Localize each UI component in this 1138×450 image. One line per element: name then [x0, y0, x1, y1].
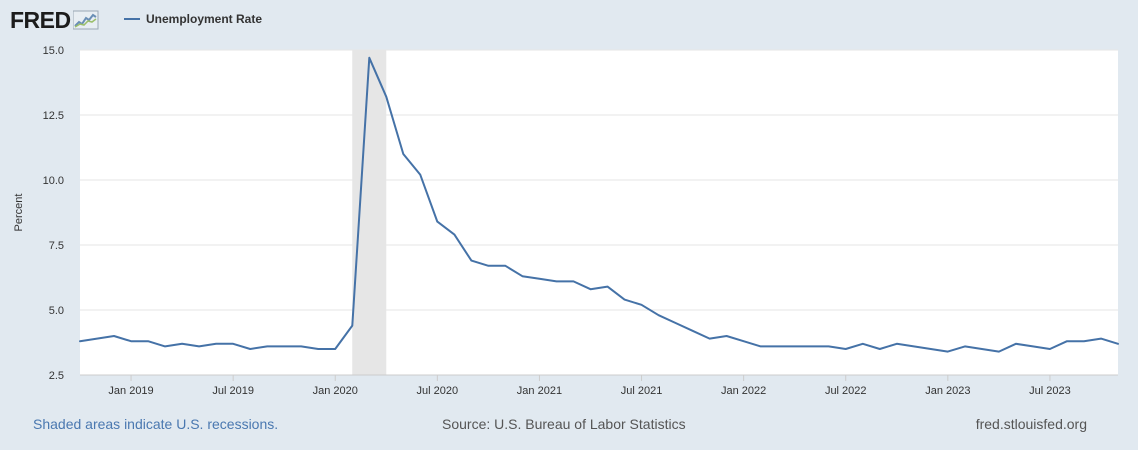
data-point[interactable]: [400, 151, 406, 157]
recession-band: [352, 50, 387, 375]
data-point[interactable]: [1064, 338, 1070, 344]
data-point[interactable]: [145, 338, 151, 344]
data-point[interactable]: [451, 232, 457, 238]
data-point[interactable]: [553, 278, 559, 284]
data-point[interactable]: [843, 346, 849, 352]
data-point[interactable]: [230, 341, 236, 347]
data-point[interactable]: [213, 341, 219, 347]
data-point[interactable]: [196, 343, 202, 349]
y-axis-label: Percent: [13, 194, 25, 232]
data-point[interactable]: [792, 343, 798, 349]
data-point[interactable]: [111, 333, 117, 339]
y-tick-label: 12.5: [43, 110, 64, 122]
chart-area[interactable]: Jan 2019 Jul 2019 Jan 2020 Jul 2020 Jan 2021…: [0, 40, 1138, 410]
plot-background: [80, 50, 1118, 375]
data-point[interactable]: [519, 273, 525, 279]
data-point[interactable]: [1047, 346, 1053, 352]
chart-footer: Shaded areas indicate U.S. recessions. S…: [0, 416, 1138, 436]
data-point[interactable]: [281, 343, 287, 349]
data-point[interactable]: [656, 312, 662, 318]
data-point[interactable]: [673, 320, 679, 326]
x-tick-label: Jan 2020: [313, 385, 358, 397]
legend[interactable]: Unemployment Rate: [124, 12, 262, 26]
data-point[interactable]: [1030, 343, 1036, 349]
data-point[interactable]: [724, 333, 730, 339]
data-point[interactable]: [911, 343, 917, 349]
data-point[interactable]: [587, 286, 593, 292]
x-tick-label: Jan 2022: [721, 385, 766, 397]
x-tick-label: Jul 2019: [212, 385, 254, 397]
data-point[interactable]: [826, 343, 832, 349]
data-point[interactable]: [1081, 338, 1087, 344]
data-point[interactable]: [383, 94, 389, 100]
data-point[interactable]: [179, 341, 185, 347]
data-point[interactable]: [758, 343, 764, 349]
legend-swatch: [124, 18, 140, 20]
data-point[interactable]: [1115, 341, 1121, 347]
y-tick-label: 5.0: [49, 305, 64, 317]
source-credit: Source: U.S. Bureau of Labor Statistics: [442, 416, 686, 432]
data-point[interactable]: [928, 346, 934, 352]
x-tick-label: Jan 2019: [108, 385, 153, 397]
data-point[interactable]: [502, 263, 508, 269]
data-point[interactable]: [945, 349, 951, 355]
recession-note: Shaded areas indicate U.S. recessions.: [33, 416, 279, 432]
x-tick-label: Jul 2022: [825, 385, 867, 397]
y-axis: 2.5 5.0 7.5 10.0 12.5 15.0: [43, 45, 64, 382]
data-point[interactable]: [349, 323, 355, 329]
data-point[interactable]: [485, 263, 491, 269]
data-point[interactable]: [247, 346, 253, 352]
y-tick-label: 10.0: [43, 175, 64, 187]
data-point[interactable]: [536, 276, 542, 282]
x-tick-label: Jul 2021: [621, 385, 663, 397]
data-point[interactable]: [94, 336, 100, 342]
data-point[interactable]: [877, 346, 883, 352]
data-point[interactable]: [162, 343, 168, 349]
data-point[interactable]: [605, 284, 611, 290]
data-point[interactable]: [894, 341, 900, 347]
x-tick-label: Jul 2020: [417, 385, 459, 397]
data-point[interactable]: [1098, 336, 1104, 342]
x-tick-label: Jul 2023: [1029, 385, 1071, 397]
data-point[interactable]: [996, 349, 1002, 355]
site-url[interactable]: fred.stlouisfed.org: [975, 416, 1087, 432]
data-point[interactable]: [128, 338, 134, 344]
legend-label: Unemployment Rate: [146, 12, 263, 26]
recession-layer: [352, 50, 387, 375]
data-point[interactable]: [622, 297, 628, 303]
fred-logo-text: FRED: [10, 6, 71, 33]
data-point[interactable]: [962, 343, 968, 349]
chart-header: FRED Unemployment Rate: [0, 0, 1138, 42]
data-point[interactable]: [860, 341, 866, 347]
data-point[interactable]: [570, 278, 576, 284]
data-point[interactable]: [809, 343, 815, 349]
data-point[interactable]: [366, 55, 372, 61]
data-point[interactable]: [707, 336, 713, 342]
series-line-unemployment-rate[interactable]: [79, 56, 1119, 353]
x-tick-label: Jan 2023: [925, 385, 970, 397]
data-point[interactable]: [315, 346, 321, 352]
data-point[interactable]: [434, 219, 440, 225]
data-point[interactable]: [468, 258, 474, 264]
y-tick-label: 15.0: [43, 45, 64, 57]
data-point[interactable]: [979, 346, 985, 352]
y-tick-label: 7.5: [49, 240, 64, 252]
series-layer[interactable]: [77, 55, 1121, 355]
data-point[interactable]: [639, 302, 645, 308]
data-point[interactable]: [775, 343, 781, 349]
data-point[interactable]: [77, 338, 83, 344]
x-tick-label: Jan 2021: [517, 385, 562, 397]
fred-logo[interactable]: FRED: [10, 6, 99, 34]
fred-graph-icon: [72, 10, 99, 30]
y-tick-label: 2.5: [49, 370, 64, 382]
data-point[interactable]: [298, 343, 304, 349]
data-point[interactable]: [1013, 341, 1019, 347]
data-point[interactable]: [417, 172, 423, 178]
data-point[interactable]: [690, 328, 696, 334]
data-point[interactable]: [332, 346, 338, 352]
data-point[interactable]: [264, 343, 270, 349]
data-point[interactable]: [741, 338, 747, 344]
x-axis: Jan 2019 Jul 2019 Jan 2020 Jul 2020 Jan 2021…: [80, 374, 1118, 397]
